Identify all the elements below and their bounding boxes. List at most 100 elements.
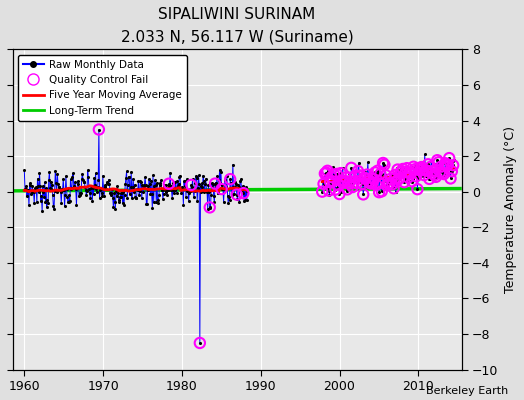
Point [233, 192, 241, 198]
Point [365, 182, 374, 188]
Point [226, 176, 234, 182]
Point [214, 190, 223, 196]
Point [45, 177, 53, 184]
Point [432, 165, 441, 172]
Point [53, 170, 61, 177]
Point [159, 190, 168, 197]
Point [80, 178, 89, 185]
Point [170, 190, 178, 196]
Point [344, 180, 353, 187]
Point [142, 200, 150, 207]
Point [96, 186, 105, 192]
Point [339, 164, 347, 171]
Point [338, 178, 346, 184]
Point [42, 204, 51, 210]
Point [190, 194, 198, 200]
Point [388, 181, 397, 188]
Point [162, 191, 171, 198]
Point [88, 182, 96, 189]
Point [332, 172, 340, 179]
Point [230, 191, 238, 197]
Point [73, 178, 82, 184]
Point [75, 190, 84, 196]
Point [374, 168, 382, 174]
Point [78, 170, 86, 177]
Point [386, 180, 394, 186]
Point [155, 192, 163, 198]
Point [236, 176, 245, 182]
Point [190, 187, 199, 194]
Point [392, 178, 400, 184]
Point [175, 174, 183, 180]
Point [128, 184, 137, 190]
Point [108, 195, 117, 202]
Point [341, 178, 349, 184]
Point [359, 191, 367, 198]
Point [94, 176, 102, 183]
Point [361, 175, 369, 181]
Point [408, 178, 417, 184]
Title: SIPALIWINI SURINAM
2.033 N, 56.117 W (Suriname): SIPALIWINI SURINAM 2.033 N, 56.117 W (Su… [121, 7, 354, 44]
Point [221, 184, 230, 190]
Point [195, 340, 204, 346]
Point [443, 167, 451, 173]
Point [442, 163, 451, 169]
Point [347, 165, 355, 171]
Point [411, 161, 420, 168]
Point [336, 170, 345, 176]
Point [106, 190, 114, 196]
Point [428, 170, 436, 176]
Point [323, 168, 332, 174]
Point [67, 176, 75, 182]
Point [182, 194, 190, 200]
Point [147, 177, 155, 184]
Point [444, 164, 453, 170]
Point [163, 186, 172, 193]
Point [110, 190, 118, 196]
Point [156, 180, 164, 186]
Point [427, 164, 435, 170]
Point [363, 171, 372, 178]
Point [409, 164, 418, 170]
Point [412, 173, 420, 180]
Point [179, 186, 187, 192]
Point [151, 177, 159, 183]
Point [52, 179, 60, 186]
Point [333, 171, 341, 177]
Point [64, 198, 73, 205]
Point [368, 180, 377, 186]
Point [136, 178, 145, 184]
Point [39, 183, 47, 189]
Point [358, 181, 366, 187]
Point [195, 181, 203, 188]
Point [419, 167, 427, 173]
Text: Berkeley Earth: Berkeley Earth [426, 386, 508, 396]
Point [326, 182, 335, 188]
Point [91, 182, 99, 188]
Point [189, 187, 198, 193]
Point [366, 180, 374, 186]
Point [184, 186, 192, 193]
Point [435, 164, 443, 170]
Point [350, 179, 358, 186]
Point [362, 175, 370, 182]
Point [191, 180, 200, 186]
Point [430, 172, 439, 178]
Point [444, 162, 452, 168]
Point [37, 193, 46, 200]
Point [348, 175, 356, 181]
Point [384, 178, 392, 184]
Point [167, 186, 176, 193]
Point [69, 170, 78, 176]
Point [321, 174, 330, 181]
Point [43, 197, 51, 203]
Point [140, 182, 149, 189]
Point [29, 188, 37, 194]
Point [394, 166, 402, 173]
Point [439, 172, 447, 179]
Point [232, 181, 241, 188]
Point [325, 188, 333, 194]
Point [335, 191, 344, 197]
Point [141, 182, 150, 188]
Point [401, 176, 409, 183]
